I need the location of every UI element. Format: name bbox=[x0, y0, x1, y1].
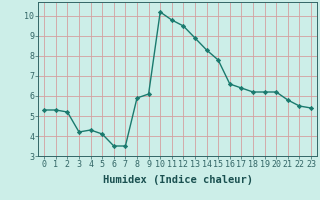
X-axis label: Humidex (Indice chaleur): Humidex (Indice chaleur) bbox=[103, 175, 252, 185]
